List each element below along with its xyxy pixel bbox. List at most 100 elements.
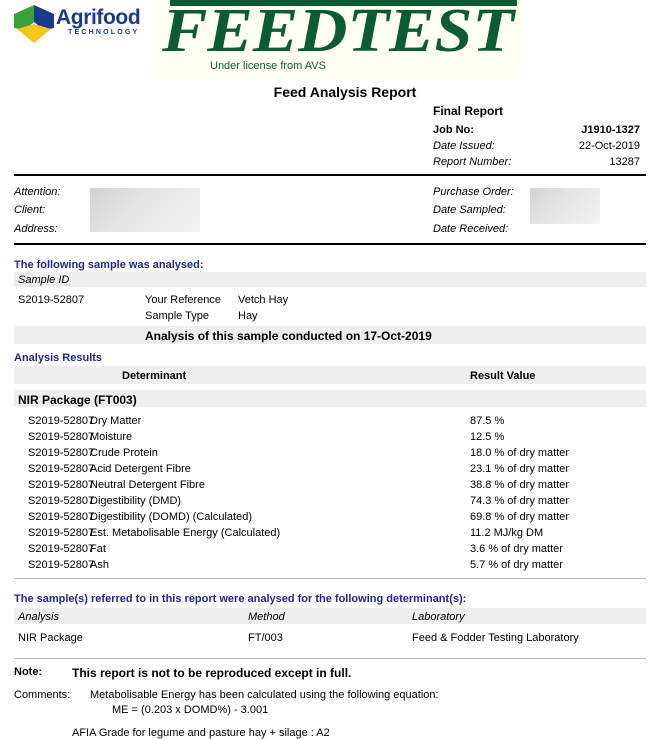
divider-methods-top bbox=[14, 578, 646, 579]
method-row-analysis: NIR Package bbox=[18, 632, 83, 644]
result-sample-id: S2019-52807 bbox=[28, 559, 95, 571]
final-report-label: Final Report bbox=[433, 104, 504, 118]
result-determinant: Crude Protein bbox=[90, 447, 158, 459]
result-sample-id: S2019-52807 bbox=[28, 431, 95, 443]
result-sample-id: S2019-52807 bbox=[28, 495, 95, 507]
table-row: S2019-52807 Acid Detergent Fibre 23.1 % of… bbox=[0, 463, 660, 479]
sample-intro: The following sample was analysed: bbox=[14, 259, 204, 271]
job-no-label: Job No: bbox=[433, 124, 474, 136]
purchase-order-label: Purchase Order: bbox=[433, 186, 514, 198]
result-value: 38.8 % of dry matter bbox=[470, 479, 570, 491]
report-number-value: 13287 bbox=[609, 156, 640, 168]
conducted-text: Analysis of this sample conducted on 17-… bbox=[145, 329, 432, 343]
page-title: Feed Analysis Report bbox=[273, 84, 417, 100]
date-sampled-label: Date Sampled: bbox=[433, 204, 506, 216]
job-no-value: J1910-1327 bbox=[581, 124, 640, 136]
your-reference-label: Your Reference bbox=[145, 294, 222, 306]
sample-id-header-band bbox=[14, 272, 646, 287]
note-text: This report is not to be reproduced exce… bbox=[72, 666, 352, 680]
conducted-band bbox=[14, 326, 646, 344]
agrifood-wordmark: Agrifood bbox=[56, 6, 141, 29]
methods-intro: The sample(s) referred to in this report… bbox=[14, 593, 467, 605]
result-value: 74.3 % of dry matter bbox=[470, 495, 570, 507]
result-value: 5.7 % of dry matter bbox=[470, 559, 563, 571]
comments-line-2: ME = (0.203 x DOMD%) - 3.001 bbox=[112, 704, 269, 716]
result-value: 18.0 % of dry matter bbox=[470, 447, 570, 459]
date-issued-label: Date Issued: bbox=[433, 140, 495, 152]
divider-address-bottom bbox=[14, 243, 646, 245]
your-reference-value: Vetch Hay bbox=[238, 294, 289, 306]
analysis-results-heading: Analysis Results bbox=[14, 352, 103, 364]
comments-line-1: Metabolisable Energy has been calculated… bbox=[90, 689, 439, 701]
results-header-band bbox=[14, 366, 646, 384]
result-determinant: Digestibility (DOMD) (Calculated) bbox=[90, 511, 252, 523]
attention-label: Attention: bbox=[14, 186, 61, 198]
method-row-method: FT/003 bbox=[248, 632, 283, 644]
result-sample-id: S2019-52807 bbox=[28, 527, 95, 539]
method-row-laboratory: Feed & Fodder Testing Laboratory bbox=[412, 632, 579, 644]
package-band bbox=[14, 390, 646, 407]
col-method: Method bbox=[248, 611, 285, 623]
divider-top bbox=[14, 174, 646, 176]
note-label: Note: bbox=[14, 666, 43, 678]
table-row: S2019-52807 Moisture 12.5 % bbox=[0, 431, 660, 447]
comments-line-3: AFIA Grade for legume and pasture hay + … bbox=[72, 727, 330, 739]
feedtest-logo: FEEDTEST Under license from AVS bbox=[152, 0, 522, 78]
col-analysis: Analysis bbox=[18, 611, 59, 623]
result-value: 3.6 % of dry matter bbox=[470, 543, 563, 555]
sample-type-value: Hay bbox=[238, 310, 258, 322]
result-sample-id: S2019-52807 bbox=[28, 415, 95, 427]
result-value: 11.2 MJ/kg DM bbox=[470, 527, 544, 539]
feedtest-top-bar bbox=[170, 0, 517, 6]
table-row: S2019-52807 Digestibility (DMD) 74.3 % of … bbox=[0, 495, 660, 511]
table-row: S2019-52807 Neutral Detergent Fibre 38.8 %… bbox=[0, 479, 660, 495]
date-issued-value: 22-Oct-2019 bbox=[578, 140, 640, 152]
result-sample-id: S2019-52807 bbox=[28, 447, 95, 459]
meta-row-date-issued: Date Issued: 22-Oct-2019 bbox=[433, 140, 640, 152]
agrifood-tagline: TECHNOLOGY bbox=[68, 29, 140, 36]
table-row: S2019-52807 Dry Matter 87.5 % bbox=[0, 415, 660, 431]
client-label: Client: bbox=[14, 204, 46, 216]
col-laboratory: Laboratory bbox=[412, 611, 465, 623]
logo-band: Agrifood TECHNOLOGY FEEDTEST Under licen… bbox=[0, 0, 660, 78]
table-row: S2019-52807 Ash 5.7 % of dry matter bbox=[0, 559, 660, 575]
agrifood-logo: Agrifood TECHNOLOGY bbox=[8, 2, 153, 44]
result-determinant: Moisture bbox=[90, 431, 133, 443]
package-label: NIR Package (FT003) bbox=[18, 393, 137, 407]
result-sample-id: S2019-52807 bbox=[28, 511, 95, 523]
divider-footer-top bbox=[14, 658, 646, 659]
report-number-label: Report Number: bbox=[433, 156, 512, 168]
svg-text:FEEDTEST: FEEDTEST bbox=[162, 0, 516, 61]
sample-id-value: S2019-52807 bbox=[18, 294, 85, 306]
comments-label: Comments: bbox=[14, 689, 71, 701]
table-row: S2019-52807 Est. Metabolisable Energy (Ca… bbox=[0, 527, 660, 543]
result-sample-id: S2019-52807 bbox=[28, 543, 95, 555]
result-determinant: Est. Metabolisable Energy (Calculated) bbox=[90, 527, 281, 539]
dates-redacted-box bbox=[530, 188, 600, 224]
result-sample-id: S2019-52807 bbox=[28, 479, 95, 491]
table-row: S2019-52807 Digestibility (DOMD) (Calcula… bbox=[0, 511, 660, 527]
col-determinant: Determinant bbox=[122, 370, 187, 382]
feedtest-license-text: Under license from AVS bbox=[210, 60, 326, 72]
meta-row-report-number: Report Number: 13287 bbox=[433, 156, 640, 168]
col-result-value: Result Value bbox=[470, 370, 536, 382]
address-label: Address: bbox=[14, 223, 58, 235]
sample-id-header: Sample ID bbox=[18, 274, 70, 286]
result-determinant: Digestibility (DMD) bbox=[90, 495, 182, 507]
result-determinant: Dry Matter bbox=[90, 415, 142, 427]
result-value: 87.5 % bbox=[470, 415, 505, 427]
table-row: S2019-52807 Crude Protein 18.0 % of dry ma… bbox=[0, 447, 660, 463]
table-row: S2019-52807 Fat 3.6 % of dry matter bbox=[0, 543, 660, 559]
result-value: 69.8 % of dry matter bbox=[470, 511, 570, 523]
report-meta: Job No: J1910-1327 Date Issued: 22-Oct-2… bbox=[433, 124, 640, 172]
sample-type-label: Sample Type bbox=[145, 310, 210, 322]
date-received-label: Date Received: bbox=[433, 223, 509, 235]
result-value: 23.1 % of dry matter bbox=[470, 463, 570, 475]
result-determinant: Acid Detergent Fibre bbox=[90, 463, 191, 475]
result-value: 12.5 % bbox=[470, 431, 505, 443]
feedtest-wordmark: FEEDTEST bbox=[162, 0, 516, 61]
agrifood-shield-icon bbox=[14, 5, 54, 43]
client-redacted-box bbox=[90, 188, 200, 232]
methods-header-band bbox=[14, 608, 646, 624]
result-determinant: Neutral Detergent Fibre bbox=[90, 479, 205, 491]
